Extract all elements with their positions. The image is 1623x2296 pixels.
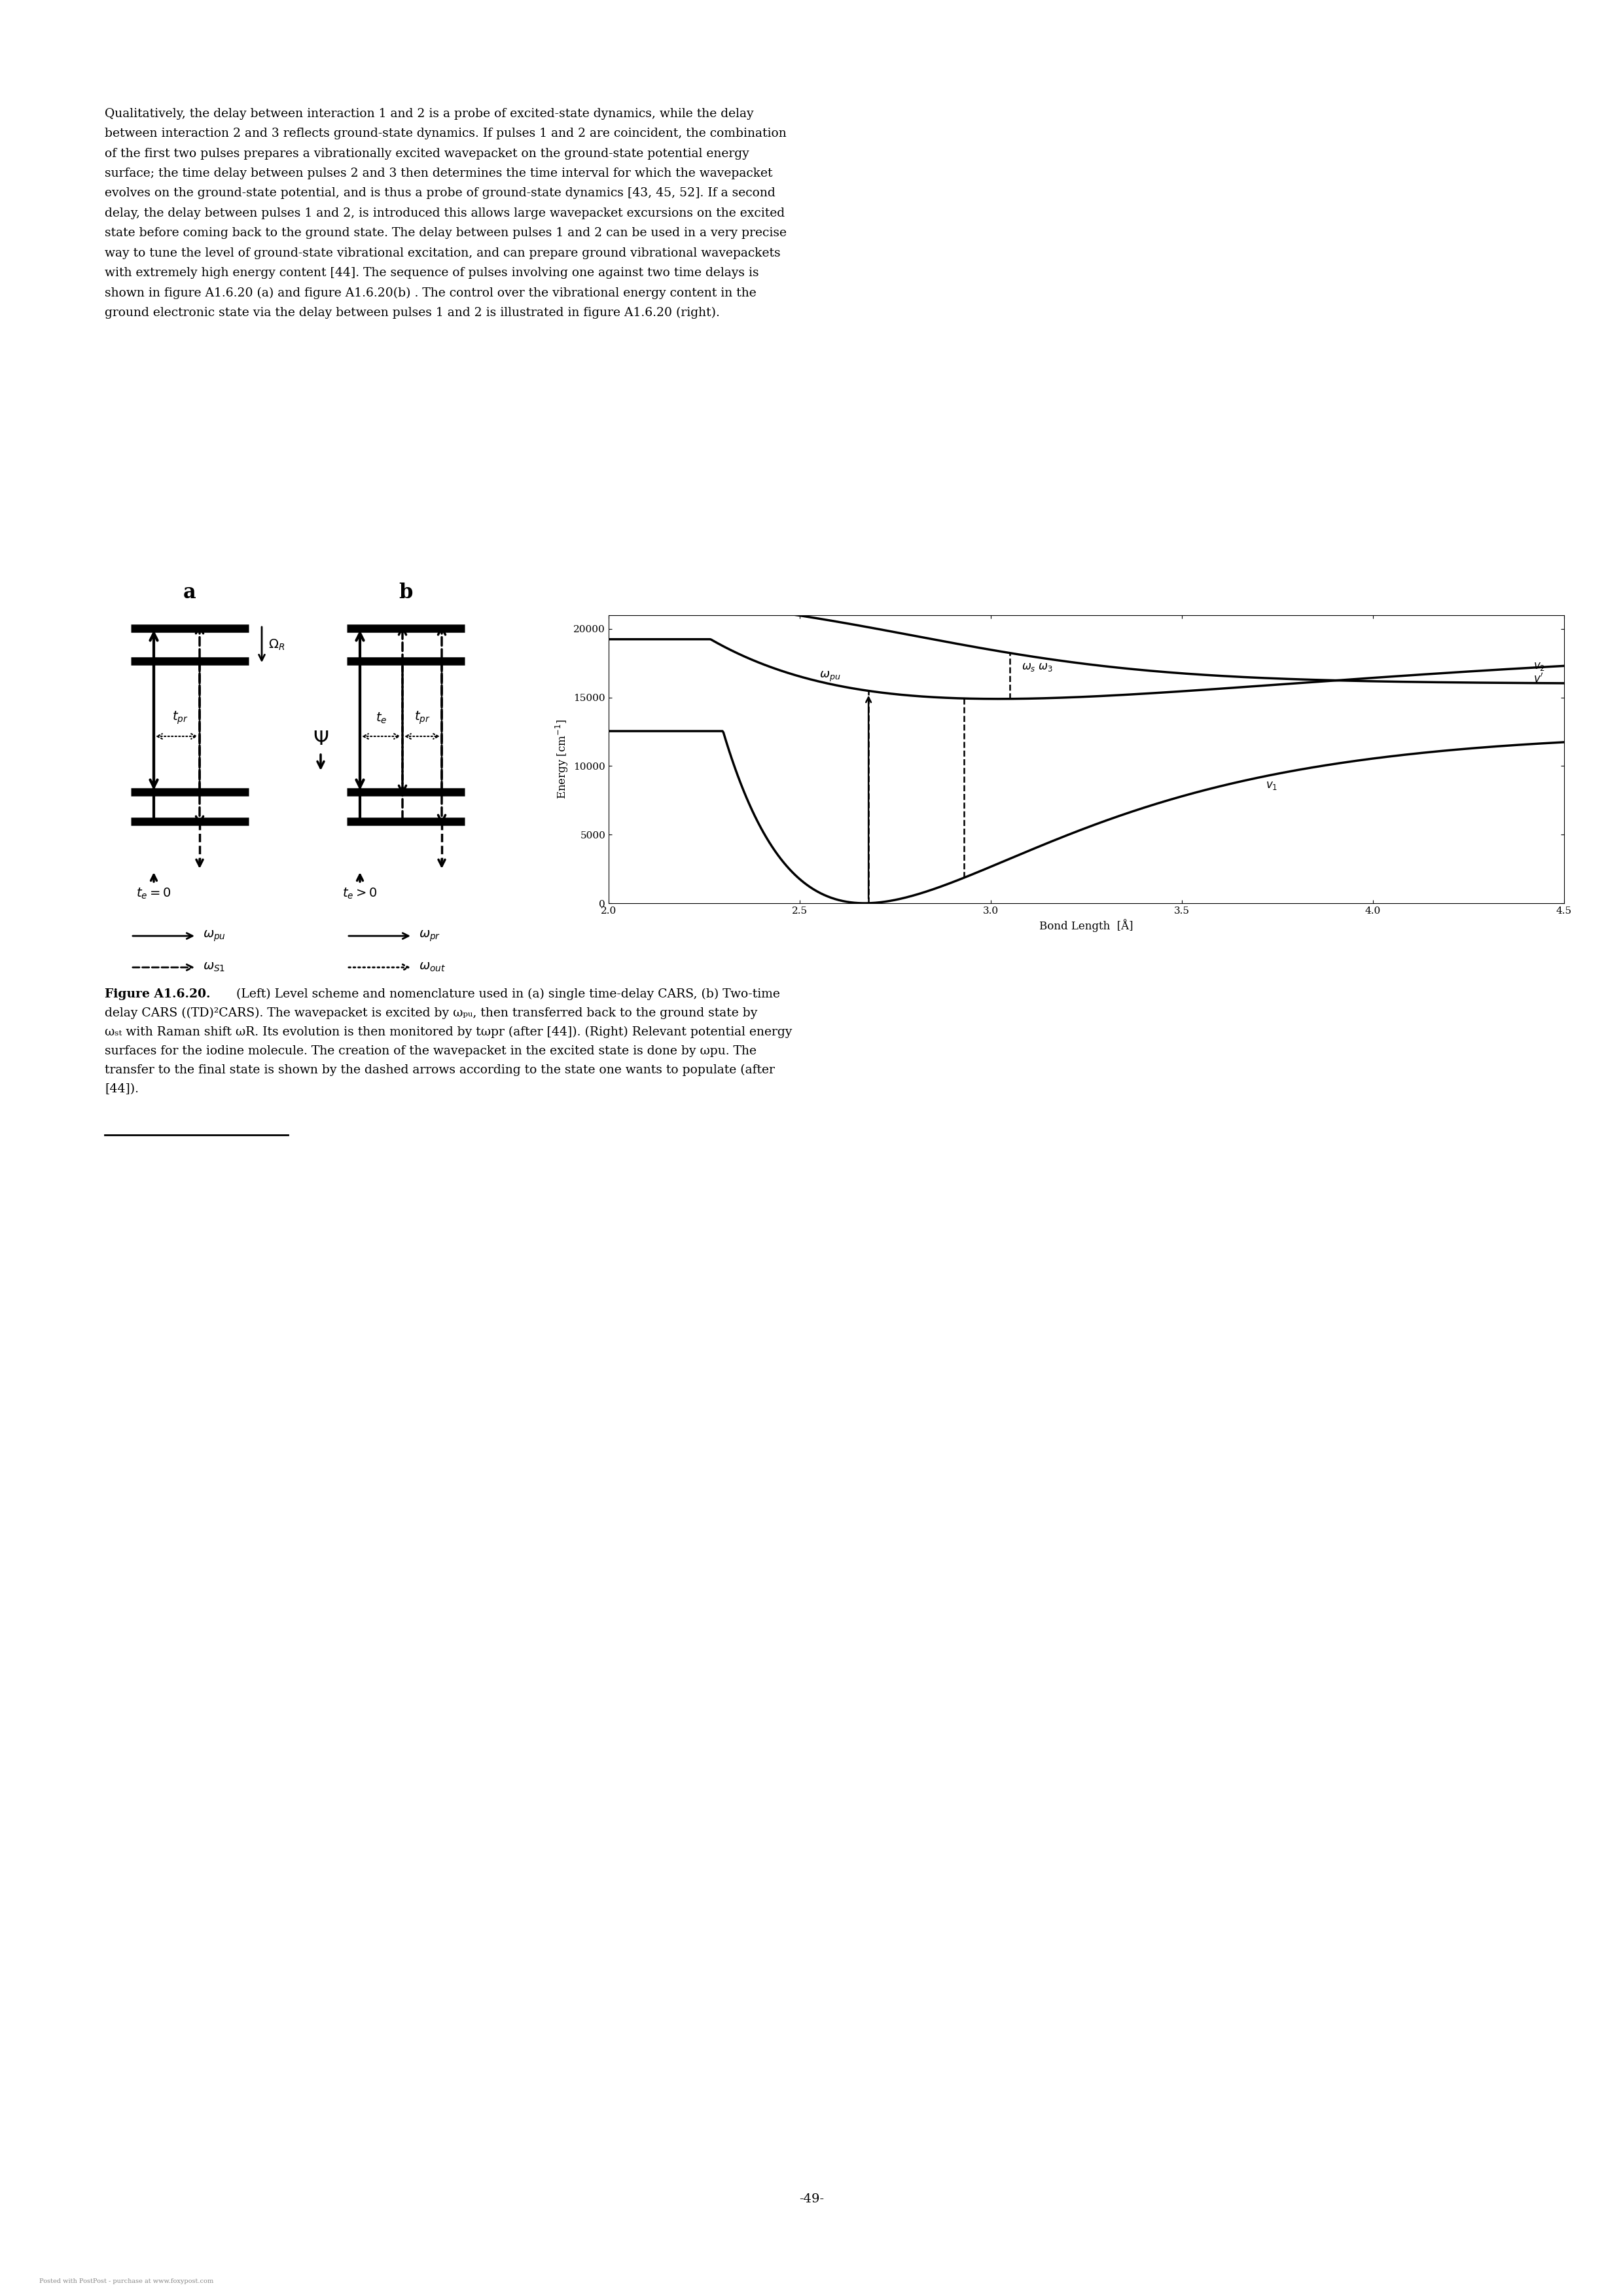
Text: surfaces for the iodine molecule. The creation of the wavepacket in the excited : surfaces for the iodine molecule. The cr…: [105, 1045, 756, 1056]
Text: $t_e$: $t_e$: [375, 712, 386, 726]
Text: surface; the time delay between pulses 2 and 3 then determines the time interval: surface; the time delay between pulses 2…: [105, 168, 773, 179]
Text: state before coming back to the ground state. The delay between pulses 1 and 2 c: state before coming back to the ground s…: [105, 227, 787, 239]
Text: Posted with PostPost - purchase at www.foxypost.com: Posted with PostPost - purchase at www.f…: [39, 2278, 214, 2285]
Text: delay CARS ((TD)²CARS). The wavepacket is excited by ωₚᵤ, then transferred back : delay CARS ((TD)²CARS). The wavepacket i…: [105, 1008, 758, 1019]
Text: Qualitatively, the delay between interaction 1 and 2 is a probe of excited-state: Qualitatively, the delay between interac…: [105, 108, 753, 119]
Text: way to tune the level of ground-state vibrational excitation, and can prepare gr: way to tune the level of ground-state vi…: [105, 248, 781, 259]
Text: between interaction 2 and 3 reflects ground-state dynamics. If pulses 1 and 2 ar: between interaction 2 and 3 reflects gro…: [105, 129, 787, 140]
Text: [44]).: [44]).: [105, 1084, 138, 1095]
Text: $\omega_{pr}$: $\omega_{pr}$: [419, 930, 440, 944]
Text: $\Omega_R$: $\Omega_R$: [268, 638, 286, 652]
Text: $\omega_{S1}$: $\omega_{S1}$: [203, 962, 226, 974]
Text: evolves on the ground-state potential, and is thus a probe of ground-state dynam: evolves on the ground-state potential, a…: [105, 188, 776, 200]
Text: $t_{pr}$: $t_{pr}$: [172, 709, 188, 726]
Text: -49-: -49-: [799, 2193, 824, 2204]
Text: of the first two pulses prepares a vibrationally excited wavepacket on the groun: of the first two pulses prepares a vibra…: [105, 147, 750, 158]
Text: Figure A1.6.20.: Figure A1.6.20.: [105, 987, 211, 1001]
Text: transfer to the final state is shown by the dashed arrows according to the state: transfer to the final state is shown by …: [105, 1065, 774, 1077]
Text: with extremely high energy content [44]. The sequence of pulses involving one ag: with extremely high energy content [44].…: [105, 266, 760, 278]
Text: $t_e> 0$: $t_e> 0$: [342, 886, 378, 900]
Text: $\omega_{pu}$: $\omega_{pu}$: [820, 670, 841, 684]
Text: delay, the delay between pulses 1 and 2, is introduced this allows large wavepac: delay, the delay between pulses 1 and 2,…: [105, 207, 786, 218]
Text: ground electronic state via the delay between pulses 1 and 2 is illustrated in f: ground electronic state via the delay be…: [105, 308, 719, 319]
Text: $\omega_{pu}$: $\omega_{pu}$: [203, 930, 226, 944]
Text: $v'$: $v'$: [1534, 673, 1543, 684]
Text: a: a: [183, 583, 196, 602]
Text: $\Psi$: $\Psi$: [313, 730, 328, 751]
Text: (Left) Level scheme and nomenclature used in (a) single time-delay CARS, (b) Two: (Left) Level scheme and nomenclature use…: [232, 987, 781, 1001]
Text: shown in figure A1.6.20 (a) and figure A1.6.20(b) . The control over the vibrati: shown in figure A1.6.20 (a) and figure A…: [105, 287, 756, 298]
Text: $\omega_{out}$: $\omega_{out}$: [419, 962, 446, 974]
Text: ωₛₜ with Raman shift ωR. Its evolution is then monitored by tωpr (after [44]). (: ωₛₜ with Raman shift ωR. Its evolution i…: [105, 1026, 792, 1038]
Text: $t_e= 0$: $t_e= 0$: [136, 886, 172, 900]
X-axis label: Bond Length  [Å]: Bond Length [Å]: [1039, 918, 1133, 932]
Y-axis label: Energy [cm$^{-1}$]: Energy [cm$^{-1}$]: [553, 719, 570, 799]
Text: $v_1$: $v_1$: [1266, 781, 1277, 792]
Text: $t_{pr}$: $t_{pr}$: [414, 709, 430, 726]
Text: b: b: [399, 583, 412, 602]
Text: $v_2$: $v_2$: [1534, 661, 1545, 673]
Text: $\omega_s\ \omega_3$: $\omega_s\ \omega_3$: [1021, 661, 1053, 673]
